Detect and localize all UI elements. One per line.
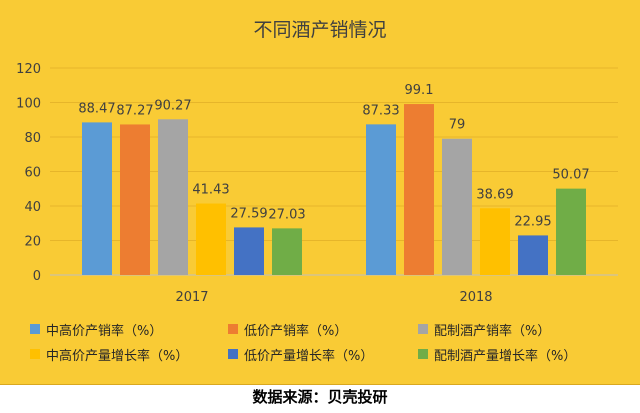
bar xyxy=(556,188,586,275)
data-label: 90.27 xyxy=(154,98,191,113)
legend-swatch xyxy=(418,349,428,359)
chart-area: 不同酒产销情况 0 20 40 60 80 100 120 88.47 87.27 90.27 4… xyxy=(0,0,640,385)
data-label: 27.59 xyxy=(230,206,267,221)
bars xyxy=(82,104,586,276)
bar xyxy=(442,138,472,275)
bar xyxy=(272,228,302,275)
legend-label: 低价产量增长率（%） xyxy=(244,348,374,364)
legend-label: 中高价产量增长率（%） xyxy=(46,348,189,364)
data-label: 50.07 xyxy=(552,168,589,183)
bar xyxy=(480,208,510,275)
bar xyxy=(158,119,188,276)
y-tick-label: 120 xyxy=(16,62,41,77)
legend-swatch xyxy=(228,324,238,334)
data-label: 87.27 xyxy=(116,103,153,118)
legend-swatch xyxy=(418,324,428,334)
source-note: 数据来源：贝壳投研 xyxy=(252,388,388,406)
legend-item: 低价产量增长率（%） xyxy=(228,345,374,364)
chart-title: 不同酒产销情况 xyxy=(253,19,386,41)
legend-item: 配制酒产量增长率（%） xyxy=(418,345,577,364)
x-axis-ticks: 2017 2018 xyxy=(175,290,492,305)
bar xyxy=(120,124,150,275)
data-label: 99.1 xyxy=(405,83,434,98)
bar xyxy=(404,104,434,276)
legend-label: 低价产销率（%） xyxy=(244,323,348,339)
legend-item: 低价产销率（%） xyxy=(228,320,348,339)
data-label: 79 xyxy=(449,118,466,133)
legend-label: 中高价产销率（%） xyxy=(46,323,163,339)
bar xyxy=(234,227,264,275)
legend-item: 配制酒产销率（%） xyxy=(418,320,551,339)
data-label: 27.03 xyxy=(268,207,305,222)
bar-chart: 不同酒产销情况 0 20 40 60 80 100 120 88.47 87.27 90.27 4… xyxy=(16,19,618,305)
bar xyxy=(82,122,112,275)
legend-label: 配制酒产量增长率（%） xyxy=(434,348,577,364)
y-tick-label: 100 xyxy=(16,97,41,112)
y-tick-label: 20 xyxy=(24,235,41,250)
data-label: 87.33 xyxy=(362,103,399,118)
legend-item: 中高价产量增长率（%） xyxy=(30,345,189,364)
bar xyxy=(196,203,226,275)
x-tick-label: 2017 xyxy=(175,290,208,305)
data-label: 22.95 xyxy=(514,214,551,229)
legend-swatch xyxy=(30,349,40,359)
y-tick-label: 80 xyxy=(24,131,41,146)
bar xyxy=(366,124,396,276)
legend-swatch xyxy=(228,349,238,359)
legend-item: 中高价产销率（%） xyxy=(30,320,163,339)
y-tick-label: 60 xyxy=(24,166,41,181)
y-tick-label: 40 xyxy=(24,200,41,215)
y-tick-label: 0 xyxy=(33,269,41,284)
legend-swatch xyxy=(30,324,40,334)
y-axis-ticks: 0 20 40 60 80 100 120 xyxy=(16,62,41,284)
x-tick-label: 2018 xyxy=(459,290,492,305)
data-label: 38.69 xyxy=(476,187,513,202)
data-label: 88.47 xyxy=(78,101,115,116)
legend-label: 配制酒产销率（%） xyxy=(434,323,551,339)
bar xyxy=(518,235,548,275)
data-label: 41.43 xyxy=(192,183,229,198)
